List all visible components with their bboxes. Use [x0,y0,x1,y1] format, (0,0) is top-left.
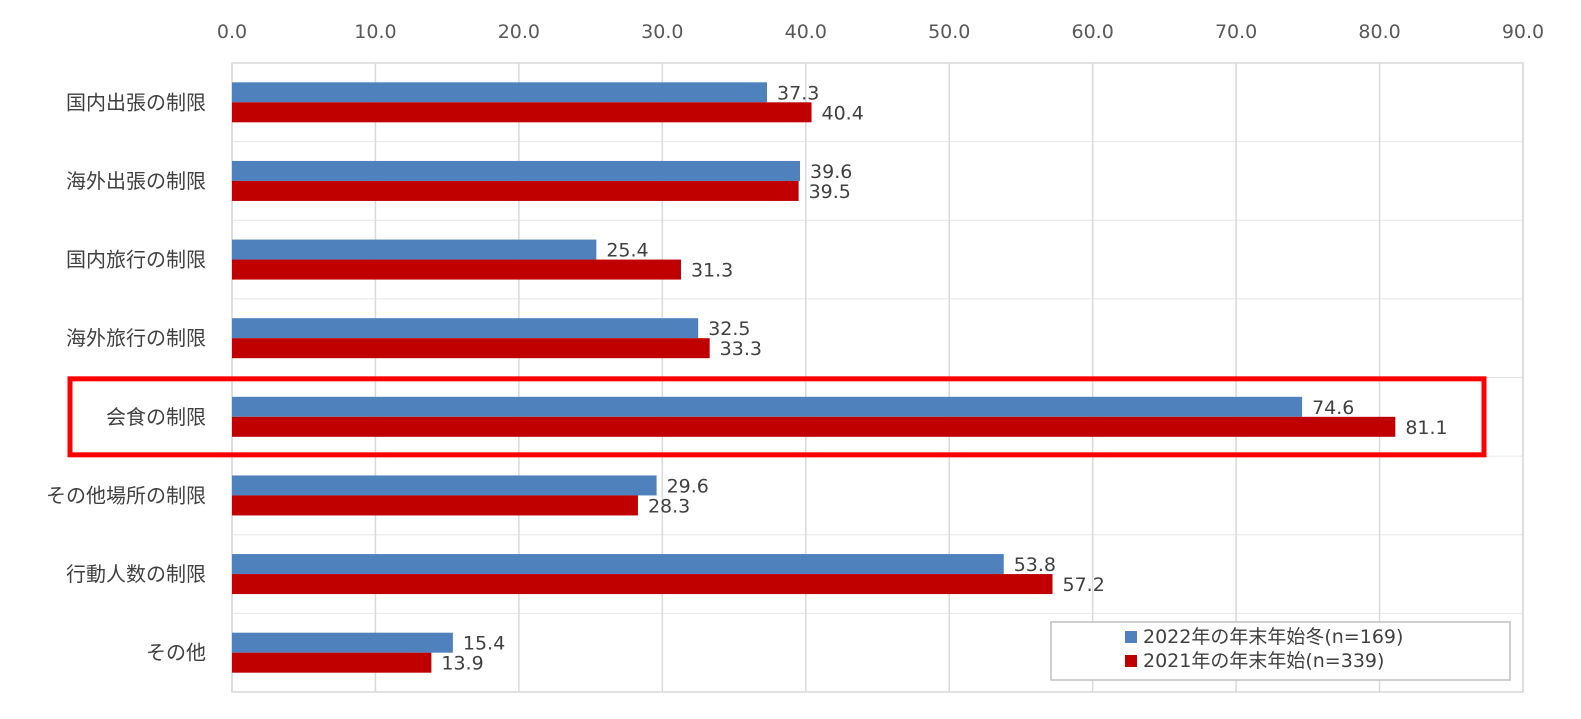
x-tick-label: 10.0 [354,21,396,43]
data-label: 81.1 [1405,417,1447,439]
data-label: 15.4 [463,633,505,655]
bar-2021 [232,259,681,280]
bars [232,82,1396,673]
bar-2022 [232,160,801,181]
data-label: 74.6 [1312,397,1354,419]
bar-2022 [232,318,699,339]
category-label: 海外出張の制限 [66,169,206,193]
legend-label: 2022年の年末年始冬(n=169) [1143,626,1403,648]
legend: 2022年の年末年始冬(n=169)2021年の年末年始(n=339) [1050,621,1511,681]
data-label: 31.3 [691,260,733,282]
data-label: 40.4 [822,102,864,124]
bar-2021 [232,574,1053,595]
bar-2021 [232,495,638,516]
legend-swatch [1125,655,1137,667]
bar-2021 [232,338,710,359]
category-label: 行動人数の制限 [66,562,206,586]
highlight-box [67,376,1487,458]
data-label: 13.9 [441,653,483,675]
bar-2022 [232,239,597,260]
data-label: 25.4 [606,240,648,262]
x-axis-ticks: 0.0 10.0 20.0 30.0 40.0 50.0 60.0 70.0 80.0 90.0 [217,21,1544,43]
legend-swatch [1125,631,1137,643]
category-label: 国内旅行の制限 [66,248,206,272]
bar-2022 [232,396,1303,417]
category-labels: 国内出張の制限海外出張の制限国内旅行の制限海外旅行の制限会食の制限その他場所の制… [46,90,206,664]
bar-2021 [232,180,799,201]
data-label: 29.6 [667,475,709,497]
highlight-group [67,376,1487,458]
category-label: その他場所の制限 [46,483,206,507]
data-label: 39.6 [810,161,852,183]
bar-2022 [232,475,657,496]
x-tick-label: 50.0 [928,21,970,43]
data-label: 32.5 [708,318,750,340]
data-label: 33.3 [720,338,762,360]
category-label: 会食の制限 [106,405,206,429]
x-tick-label: 0.0 [217,21,247,43]
category-label: 海外旅行の制限 [66,326,206,350]
data-label: 28.3 [648,495,690,517]
data-label: 57.2 [1063,574,1105,596]
x-tick-label: 40.0 [785,21,827,43]
bar-2021 [232,652,432,673]
bar-2021 [232,416,1396,437]
data-label: 39.5 [809,181,851,203]
data-label: 53.8 [1014,554,1056,576]
bar-2022 [232,632,453,653]
x-tick-label: 80.0 [1358,21,1400,43]
bar-2022 [232,554,1004,575]
legend-label: 2021年の年末年始(n=339) [1143,650,1384,672]
x-tick-label: 20.0 [498,21,540,43]
x-tick-label: 30.0 [641,21,683,43]
x-tick-label: 70.0 [1215,21,1257,43]
x-tick-label: 90.0 [1502,21,1544,43]
bar-2021 [232,102,812,123]
data-label: 37.3 [777,82,819,104]
category-label: その他 [146,641,206,665]
bar-2022 [232,82,768,103]
x-tick-label: 60.0 [1072,21,1114,43]
data-labels: 37.340.4 39.639.5 25.4 31.3 32.533.3 74.6 81.1… [441,82,1447,674]
category-label: 国内出張の制限 [66,90,206,114]
